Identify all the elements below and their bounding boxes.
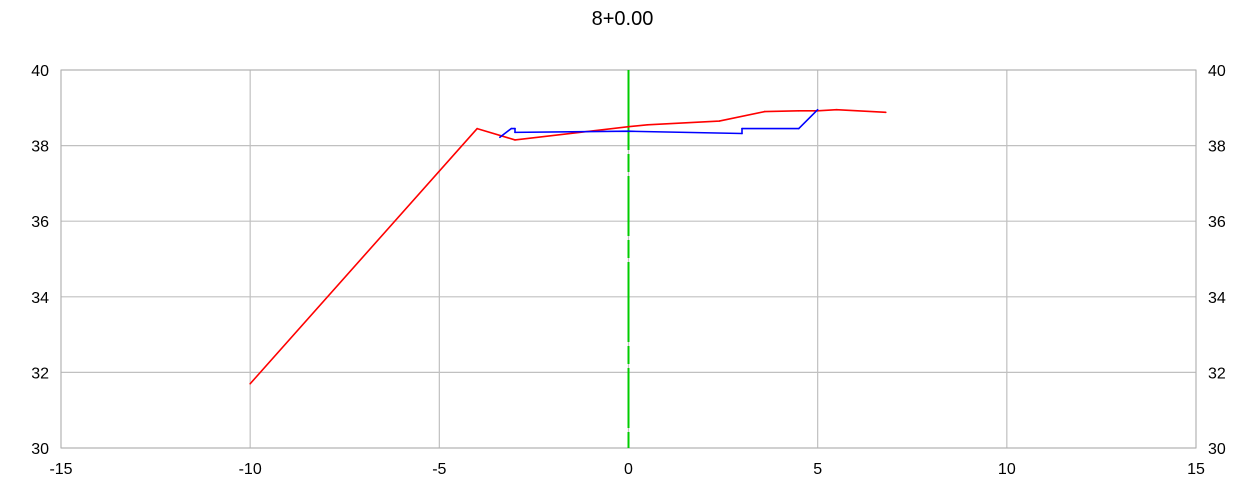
- y-tick-label-left: 36: [31, 214, 49, 231]
- series-1-point: [884, 111, 887, 114]
- x-axis-ticks: -15 -10 -5 0 5 10 15: [49, 461, 1205, 478]
- x-tick-label: 10: [998, 461, 1016, 478]
- x-tick-label: 5: [813, 461, 822, 478]
- series-1-point: [763, 110, 766, 113]
- y-tick-label-right: 36: [1208, 214, 1226, 231]
- series-2-point: [627, 130, 630, 133]
- series-1-point: [718, 120, 721, 122]
- x-tick-label: -10: [239, 461, 262, 478]
- series-1-point: [627, 125, 630, 128]
- y-tick-label-left: 40: [31, 63, 49, 80]
- series-2-point: [741, 132, 743, 135]
- series-1-point: [476, 127, 478, 130]
- y-tick-label-right: 30: [1208, 441, 1226, 458]
- series-2-point: [499, 136, 501, 139]
- series-1-point: [249, 382, 251, 385]
- series-1-point: [514, 139, 516, 141]
- y-tick-label-left: 30: [31, 441, 49, 458]
- y-tick-label-right: 34: [1208, 290, 1226, 307]
- y-tick-label-right: 38: [1208, 139, 1226, 156]
- x-tick-label: -15: [49, 461, 72, 478]
- series-1-point: [835, 108, 838, 111]
- y-axis-left-ticks: 30 32 34 36 38 40: [31, 63, 49, 458]
- series-2-point: [514, 131, 516, 134]
- series-2-point: [797, 127, 800, 130]
- series-2-point: [741, 127, 743, 130]
- series-2-point: [816, 108, 819, 111]
- series-1-point: [646, 124, 649, 126]
- series-1-point: [797, 110, 800, 112]
- chart-title: 8+0.00: [591, 8, 654, 30]
- y-tick-label-right: 32: [1208, 365, 1226, 382]
- y-axis-right-ticks: 30 32 34 36 38 40: [1208, 63, 1226, 458]
- y-tick-label-left: 34: [31, 290, 49, 307]
- x-tick-label: 15: [1187, 461, 1205, 478]
- series-2-point: [510, 127, 513, 130]
- y-tick-label-right: 40: [1208, 63, 1226, 80]
- y-tick-label-left: 32: [31, 365, 49, 382]
- x-tick-label: 0: [624, 461, 633, 478]
- series-group: [249, 108, 887, 385]
- x-tick-label: -5: [432, 461, 446, 478]
- series-line-1: [249, 108, 886, 385]
- series-2-point: [514, 127, 516, 130]
- y-tick-label-left: 38: [31, 139, 49, 156]
